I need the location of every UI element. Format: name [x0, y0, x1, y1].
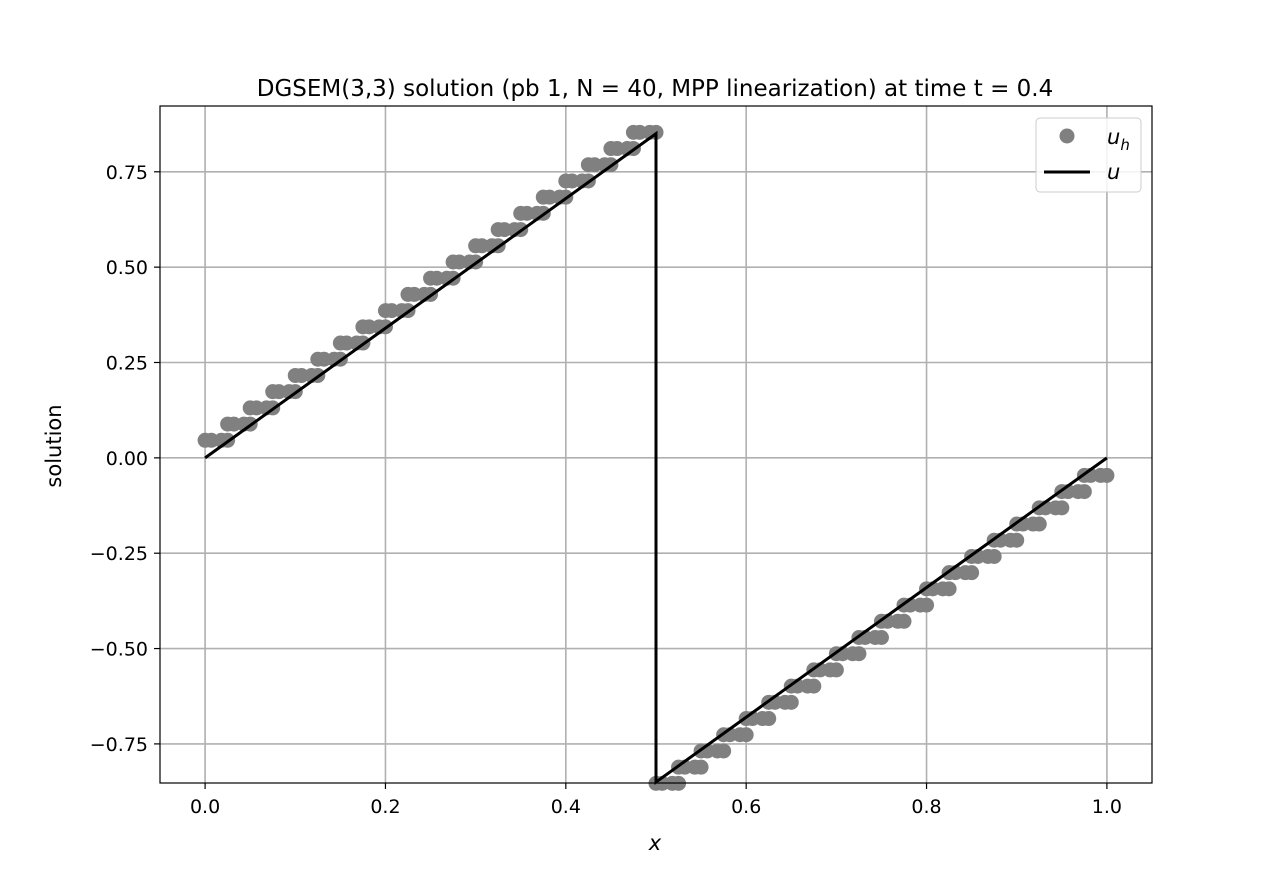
data-point-uh	[828, 662, 844, 678]
y-tick-label: −0.75	[90, 734, 148, 756]
data-point-uh	[986, 548, 1002, 564]
data-point-uh	[1054, 500, 1070, 516]
y-axis-ticks: −0.75 −0.50 −0.25 0.00 0.25 0.50 0.75	[90, 162, 160, 756]
series-u	[204, 130, 1108, 785]
legend-label-uh-base: u	[1107, 125, 1120, 149]
chart-title: DGSEM(3,3) solution (pb 1, N = 40, MPP l…	[257, 76, 1054, 102]
x-tick-label: 0.4	[551, 796, 581, 818]
y-tick-label: −0.25	[90, 543, 148, 565]
legend: uh u	[1035, 117, 1142, 193]
x-axis-label: x	[648, 831, 662, 855]
legend-marker-uh	[1059, 128, 1075, 144]
x-axis-ticks: 0.0 0.2 0.4 0.6 0.8 1.0	[190, 783, 1122, 818]
legend-label-uh-subscript: h	[1120, 136, 1130, 154]
plot-frame	[159, 105, 1153, 784]
data-point-uh	[919, 597, 935, 613]
data-point-uh	[1031, 516, 1047, 532]
y-tick-label: 0.00	[106, 448, 148, 470]
y-tick-label: 0.75	[106, 162, 148, 184]
data-point-uh	[851, 646, 867, 662]
x-tick-label: 0.8	[911, 796, 941, 818]
legend-label-u: u	[1107, 160, 1120, 184]
data-point-uh	[1099, 467, 1115, 483]
y-tick-label: −0.50	[90, 639, 148, 661]
x-tick-label: 0.0	[190, 796, 220, 818]
data-point-uh	[761, 711, 777, 727]
data-point-uh	[693, 759, 709, 775]
data-point-uh	[1076, 484, 1092, 500]
data-point-uh	[716, 743, 732, 759]
data-point-uh	[896, 613, 912, 629]
data-point-uh	[783, 694, 799, 710]
data-point-uh	[1009, 532, 1025, 548]
data-point-uh	[738, 727, 754, 743]
series-line-u	[204, 130, 1108, 785]
y-tick-label: 0.50	[106, 257, 148, 279]
y-axis-label: solution	[42, 404, 66, 487]
legend-box	[1035, 117, 1142, 193]
data-point-uh	[941, 581, 957, 597]
x-tick-label: 0.2	[370, 796, 400, 818]
legend-label-uh: uh	[1107, 125, 1130, 154]
x-tick-label: 1.0	[1092, 796, 1122, 818]
data-point-uh	[964, 565, 980, 581]
y-tick-label: 0.25	[106, 352, 148, 374]
data-point-uh	[873, 629, 889, 645]
data-point-uh	[806, 678, 822, 694]
x-tick-label: 0.6	[731, 796, 761, 818]
